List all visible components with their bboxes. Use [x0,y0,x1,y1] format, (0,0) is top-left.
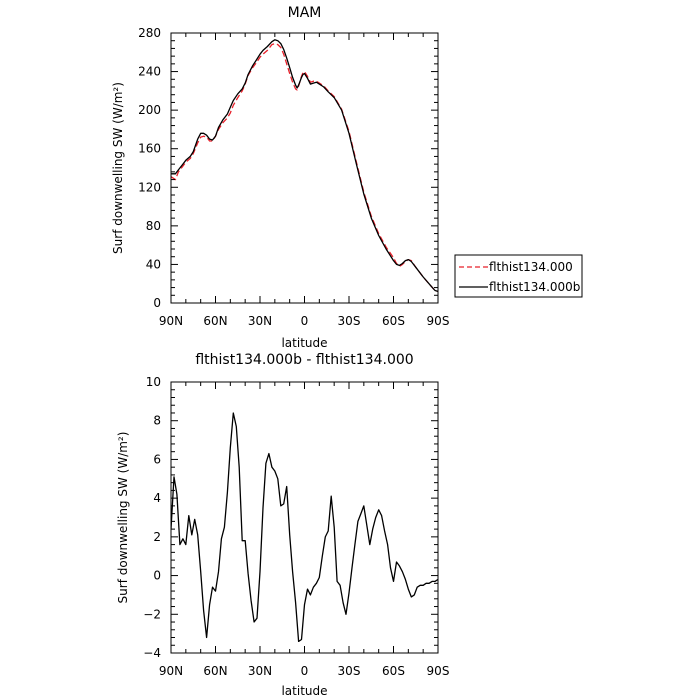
x-tick-label: 30S [338,314,361,328]
y-tick-label: 0 [153,569,161,583]
x-tick-label: 60N [203,314,227,328]
y-tick-label: −4 [143,646,161,660]
y-tick-label: 280 [138,26,161,40]
series-line-1 [171,39,438,293]
x-tick-label: 90S [427,664,450,678]
x-tick-label: 90N [159,314,183,328]
chart-title: MAM [288,5,322,21]
chart-title: flthist134.000b - flthist134.000 [195,352,413,368]
legend-box [454,254,583,298]
y-axis-label: Surf downwelling SW (W/m²) [116,432,130,604]
x-tick-label: 30S [338,664,361,678]
y-tick-label: 10 [146,375,161,389]
y-tick-label: 6 [153,452,161,466]
y-axis-label: Surf downwelling SW (W/m²) [111,82,125,254]
x-tick-label: 90S [427,314,450,328]
x-tick-label: 30N [248,664,272,678]
y-tick-label: −2 [143,607,161,621]
y-tick-label: 240 [138,65,161,79]
chart-top: MAM 90N 60N 30N 0 30S 60S 90S 0 40 80 120 160 200 240 2… [111,5,583,350]
x-tick-label: 90N [159,664,183,678]
x-tick-label: 60S [382,314,405,328]
x-tick-label: 30N [248,314,272,328]
chart-difference: flthist134.000b - flthist134.000 90N 60N 30… [116,352,449,698]
y-tick-label: 120 [138,180,161,194]
y-tick-label: 80 [146,219,161,233]
x-tick-label: 60N [203,664,227,678]
x-axis-label: latitude [281,336,327,350]
legend: flthist134.000 flthist134.000b [454,254,583,298]
y-tick-label: 40 [146,257,161,271]
series-line-0 [171,412,438,643]
y-tick-label: 160 [138,142,161,156]
plot-frame [170,381,439,654]
series-group [171,412,438,643]
y-tick-label: 200 [138,103,161,117]
y-tick-label: 0 [153,296,161,310]
x-axis-label: latitude [281,684,327,698]
series-line-0 [171,42,438,293]
legend-entry-1: flthist134.000b [489,280,580,294]
y-tick-label: 8 [153,414,161,428]
x-tick-label: 0 [301,314,309,328]
x-tick-label: 60S [382,664,405,678]
legend-entry-0: flthist134.000 [489,260,573,274]
series-group [171,39,438,293]
y-tick-label: 2 [153,530,161,544]
x-tick-label: 0 [301,664,309,678]
y-tick-label: 4 [153,491,161,505]
